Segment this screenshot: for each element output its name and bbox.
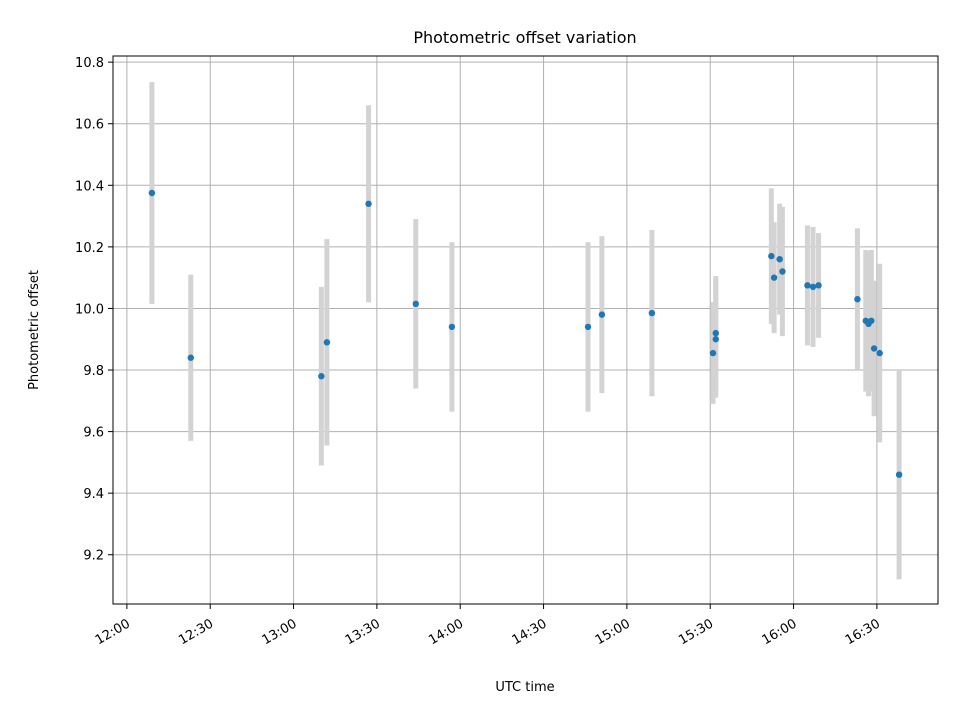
data-point [323, 339, 331, 346]
y-tick-label: 9.8 [83, 364, 104, 379]
data-point [770, 274, 778, 281]
grid-lines [113, 56, 938, 604]
data-point [365, 200, 372, 207]
data-point [809, 283, 817, 291]
data-point [876, 349, 883, 357]
chart-title: Photometric offset variation [413, 28, 636, 47]
y-tick-label: 10.2 [75, 241, 104, 256]
data-point [768, 252, 775, 260]
data-point [815, 282, 822, 289]
data-point [598, 311, 606, 318]
data-point [148, 189, 156, 197]
data-point [854, 296, 861, 303]
data-point [870, 345, 878, 352]
data-point [412, 300, 419, 308]
y-axis-ticks: 9.2 9.4 9.6 9.8 10.0 10.2 10.4 10.6 10.8 [75, 56, 113, 564]
data-points [148, 189, 903, 478]
data-point [868, 317, 875, 324]
y-axis-label: Photometric offset [27, 270, 42, 390]
data-point [779, 268, 786, 275]
data-point [712, 329, 719, 337]
data-point [584, 323, 592, 331]
data-point [895, 471, 903, 478]
plot-frame [112, 55, 939, 605]
y-tick-label: 10.8 [75, 56, 104, 71]
data-point [804, 282, 811, 289]
data-point [712, 336, 719, 343]
x-axis-label: UTC time [495, 680, 554, 695]
y-tick-label: 10.6 [75, 118, 104, 133]
data-point [776, 255, 783, 263]
data-point [318, 372, 325, 380]
y-tick-label: 10.0 [75, 302, 104, 317]
y-tick-label: 10.4 [75, 179, 104, 194]
y-tick-label: 9.6 [83, 426, 104, 441]
data-point [448, 323, 456, 331]
data-point [709, 349, 717, 357]
data-point [187, 354, 194, 361]
y-tick-label: 9.2 [83, 549, 104, 564]
y-tick-label: 9.4 [83, 487, 104, 502]
data-point [648, 309, 656, 317]
